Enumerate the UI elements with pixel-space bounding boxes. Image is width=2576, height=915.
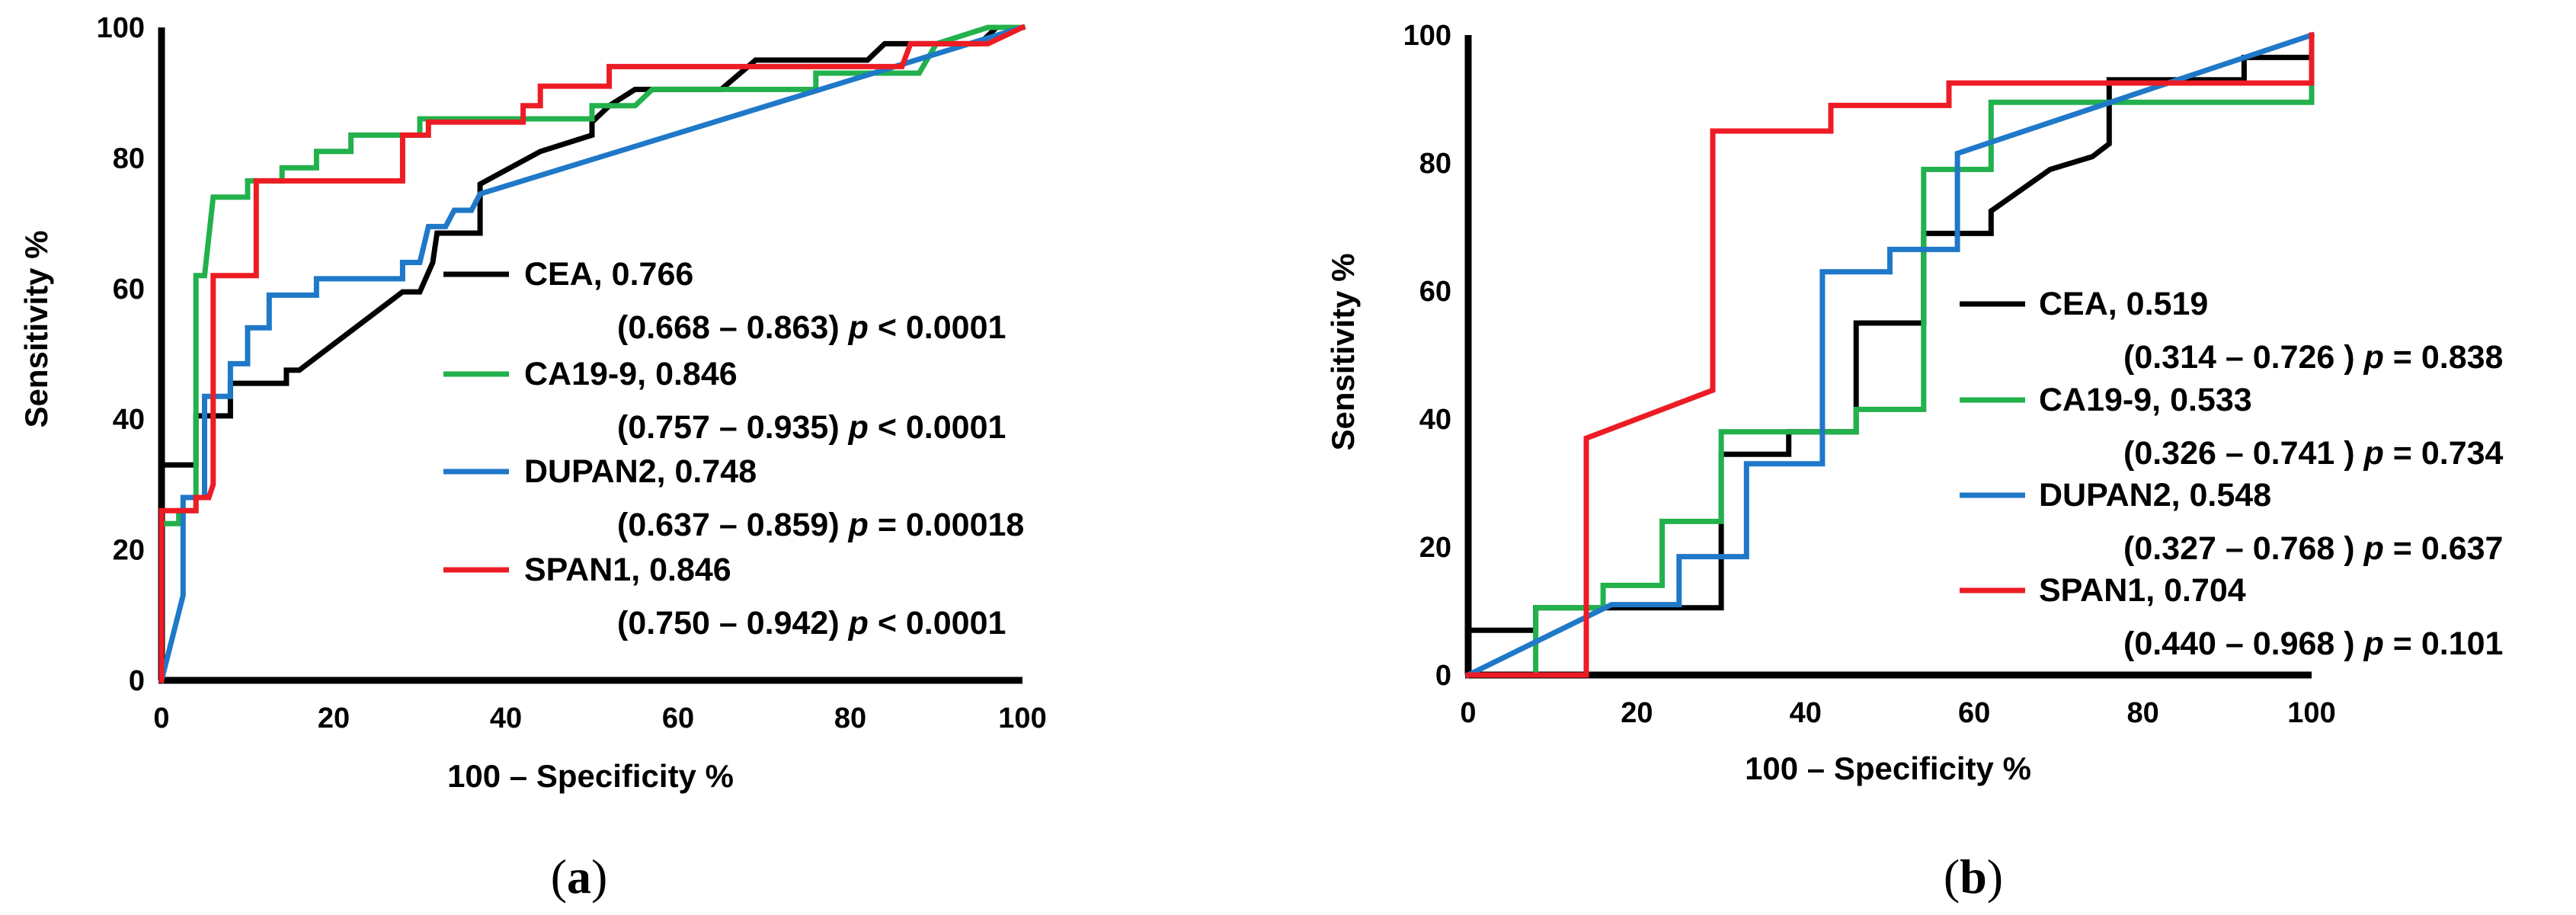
roc-curve-ca19-9 [158, 24, 1026, 683]
roc-curve-ca19-9 [1465, 32, 2315, 678]
legend-label-ca19-9: CA19-9, 0.533 [2039, 382, 2252, 418]
legend-label-dupan2: DUPAN2, 0.548 [2039, 477, 2271, 513]
y-tick-label: 40 [113, 404, 145, 436]
x-tick-label: 80 [834, 702, 866, 734]
legend-ci-dupan2: (0.637 – 0.859) p = 0.00018 [617, 507, 1024, 543]
y-tick-label: 100 [97, 12, 145, 44]
panel-a-legend: CEA, 0.766 (0.668 – 0.863) p < 0.0001 CA19… [443, 256, 1024, 641]
x-tick-label: 0 [1460, 697, 1476, 729]
legend-ci-ca19-9: (0.757 – 0.935) p < 0.0001 [617, 409, 1006, 446]
y-tick-label: 60 [1419, 276, 1451, 308]
roc-curve-cea [158, 24, 1026, 683]
x-tick-label: 60 [1958, 697, 1990, 729]
roc-curve-dupan2 [158, 24, 1026, 684]
x-tick-label: 60 [662, 702, 694, 734]
y-tick-label: 20 [1419, 532, 1451, 564]
panel-b-legend: CEA, 0.519 (0.314 – 0.726 ) p = 0.838 CA19… [1960, 286, 2504, 662]
y-tick-label: 40 [1419, 404, 1451, 436]
legend-label-dupan2: DUPAN2, 0.748 [524, 453, 757, 490]
legend-label-cea: CEA, 0.766 [524, 256, 693, 293]
x-tick-label: 40 [490, 702, 522, 734]
legend-ci-cea: (0.668 – 0.863) p < 0.0001 [617, 309, 1006, 346]
y-tick-label: 100 [1403, 20, 1451, 52]
y-tick-label: 60 [113, 274, 145, 306]
panel-a-y-ticks: 0 20 40 60 80 100 [97, 12, 145, 697]
legend-ci-ca19-9: (0.326 – 0.741 ) p = 0.734 [2123, 435, 2504, 472]
panel-a-x-axis-label: 100 – Specificity % [447, 758, 734, 794]
x-tick-label: 80 [2126, 697, 2158, 729]
legend-ci-span1: (0.440 – 0.968 ) p = 0.101 [2123, 625, 2503, 662]
x-tick-label: 100 [2287, 697, 2335, 729]
y-tick-label: 80 [1419, 148, 1451, 180]
y-tick-label: 0 [1435, 660, 1451, 692]
legend-ci-span1: (0.750 – 0.942) p < 0.0001 [617, 605, 1006, 641]
y-tick-label: 20 [113, 535, 145, 567]
panel-b-caption: (b) [1944, 849, 2003, 904]
panel-a-curves [158, 24, 1026, 684]
panel-b-curves [1464, 31, 2315, 679]
roc-curve-span1 [158, 24, 1026, 683]
x-tick-label: 20 [1621, 697, 1653, 729]
x-tick-label: 0 [153, 702, 169, 734]
panel-b-x-ticks: 0 20 40 60 80 100 [1460, 697, 2335, 729]
panel-a-x-ticks: 0 20 40 60 80 100 [153, 702, 1046, 734]
legend-label-span1: SPAN1, 0.846 [524, 552, 731, 588]
panel-b-y-axis-label: Sensitivity % [1325, 253, 1361, 450]
y-tick-label: 0 [129, 665, 145, 697]
y-tick-label: 80 [113, 142, 145, 174]
legend-label-ca19-9: CA19-9, 0.846 [524, 356, 738, 392]
panel-b-x-axis-label: 100 – Specificity % [1745, 750, 2031, 786]
legend-label-cea: CEA, 0.519 [2039, 286, 2208, 322]
legend-ci-cea: (0.314 – 0.726 ) p = 0.838 [2123, 339, 2503, 376]
roc-curve-dupan2 [1464, 31, 2315, 679]
panel-a-caption: (a) [551, 849, 608, 904]
panel-b-axes [1464, 35, 2312, 679]
x-tick-label: 20 [318, 702, 350, 734]
x-tick-label: 40 [1790, 697, 1822, 729]
roc-curve-span1 [1465, 32, 2315, 678]
legend-ci-dupan2: (0.327 – 0.768 ) p = 0.637 [2123, 530, 2503, 567]
x-tick-label: 100 [998, 702, 1046, 734]
panel-b-y-ticks: 0 20 40 60 80 100 [1403, 20, 1451, 692]
legend-label-span1: SPAN1, 0.704 [2039, 572, 2246, 609]
panel-a-y-axis-label: Sensitivity % [18, 230, 54, 427]
